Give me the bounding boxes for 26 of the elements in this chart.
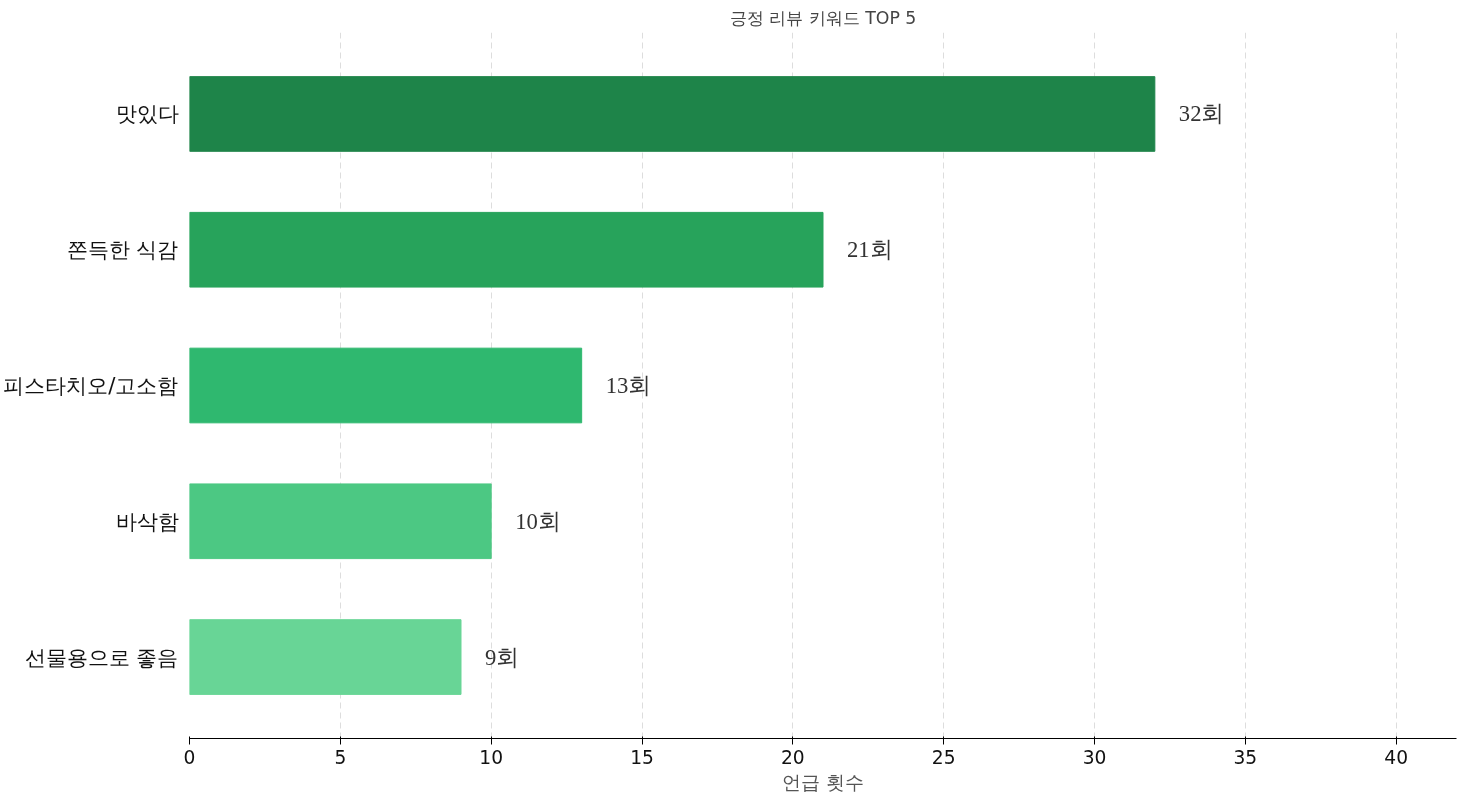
x-tick-label: 40 — [1384, 746, 1409, 768]
x-tick-label: 30 — [1082, 746, 1107, 768]
x-tick-label: 25 — [931, 746, 956, 768]
x-tick-label: 20 — [780, 746, 805, 768]
y-tick-label: 쫀득한 식감 — [66, 237, 179, 263]
data-label: 32회 — [1178, 101, 1225, 127]
y-tick-label: 바삭함 — [115, 508, 179, 534]
x-tick-label: 15 — [630, 746, 654, 768]
x-tick-label: 0 — [183, 746, 196, 768]
x-axis-title: 언급 횟수 — [782, 771, 864, 793]
data-label: 21회 — [847, 237, 893, 263]
x-tick-label: 10 — [479, 746, 504, 768]
data-label: 9회 — [485, 644, 520, 670]
bar — [189, 483, 492, 560]
data-label: 10회 — [515, 508, 561, 534]
bar — [189, 211, 824, 288]
x-tick-label: 5 — [334, 746, 347, 768]
chart-title: 긍정 리뷰 키워드 TOP 5 — [729, 7, 917, 28]
y-tick-label: 맛있다 — [115, 101, 179, 127]
y-tick-label: 피스타치오/고소함 — [3, 373, 179, 398]
bar — [189, 347, 583, 424]
y-tick-label: 선물용으로 좋음 — [24, 644, 179, 670]
data-label: 13회 — [605, 373, 652, 398]
bar — [189, 76, 1156, 152]
x-tick-label: 35 — [1233, 746, 1258, 768]
bar — [189, 619, 462, 695]
